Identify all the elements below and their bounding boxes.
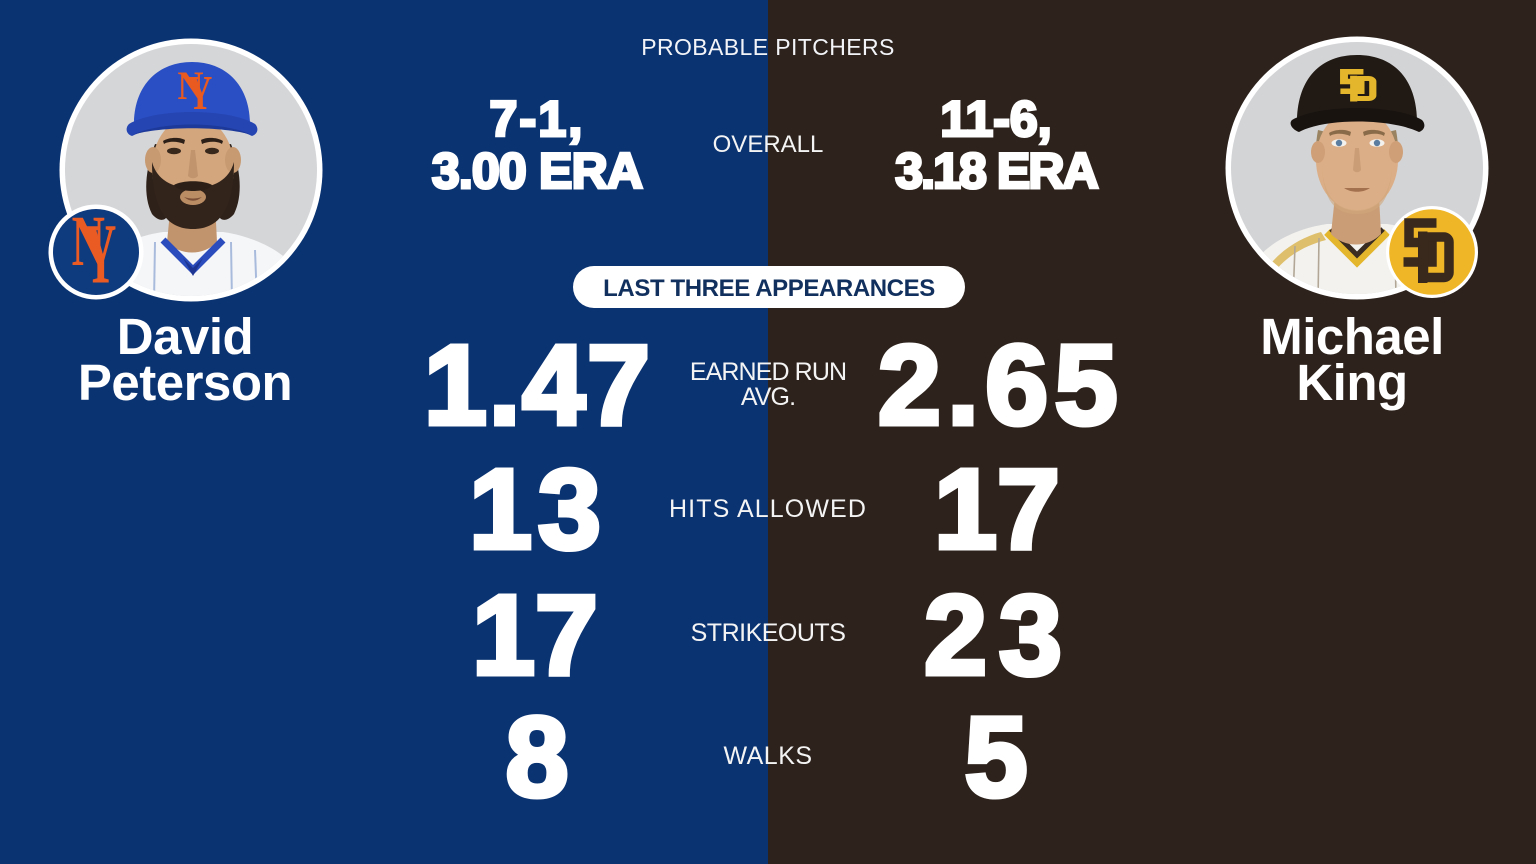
svg-text:N: N	[72, 204, 105, 282]
svg-text:Y: Y	[85, 206, 117, 300]
svg-text:N: N	[177, 64, 203, 108]
svg-text:Y: Y	[188, 67, 213, 120]
